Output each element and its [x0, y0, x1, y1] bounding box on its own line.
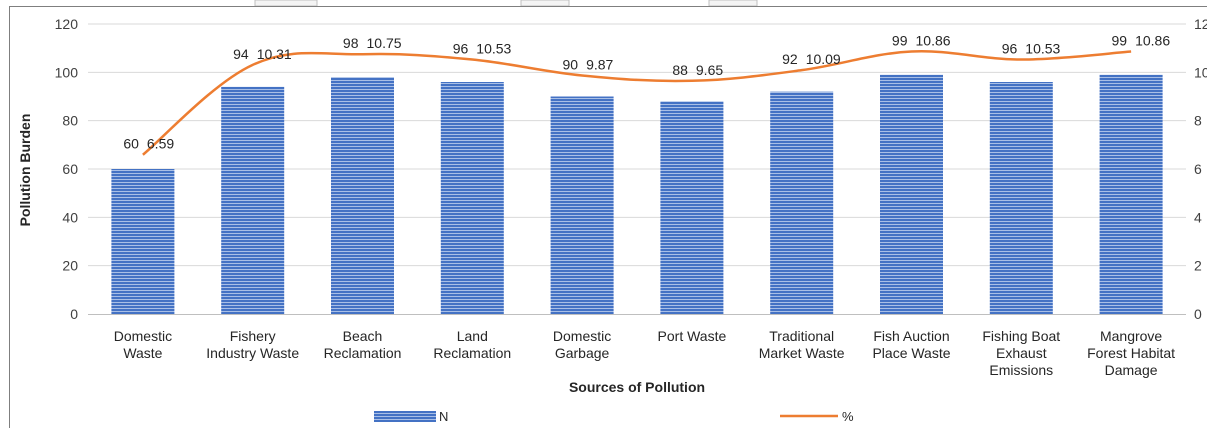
percent-value-label: 6.59 [147, 136, 174, 152]
bar [111, 169, 175, 314]
y-tick-label: 120 [55, 16, 79, 32]
category-label: Beach Reclamation [324, 328, 402, 361]
y2-tick-label: 10 [1194, 64, 1207, 80]
bar-value-label: 92 [782, 51, 798, 67]
bar-value-label: 88 [672, 62, 688, 78]
y2-axis-ticks: 0 2 4 6 8 10 12 [1194, 16, 1207, 322]
y-tick-label: 0 [70, 306, 78, 322]
y2-tick-label: 4 [1194, 209, 1202, 225]
y-tick-label: 40 [62, 209, 78, 225]
y-tick-label: 80 [62, 113, 78, 129]
category-label: Traditional Market Waste [759, 328, 845, 361]
bar-value-label: 98 [343, 35, 359, 51]
bar [440, 82, 504, 314]
percent-value-label: 9.87 [586, 56, 613, 72]
bar [331, 77, 394, 315]
percent-value-label: 10.09 [806, 51, 841, 67]
percent-line [142, 50, 1132, 156]
percent-value-label: 9.65 [696, 62, 723, 78]
y-tick-label: 60 [62, 161, 78, 177]
bar [221, 86, 285, 314]
y2-tick-label: 12 [1194, 16, 1207, 32]
y-axis-title: Pollution Burden [17, 114, 33, 227]
x-axis-title: Sources of Pollution [569, 379, 705, 395]
category-label: Fishing Boat Exhaust Emissions [982, 328, 1060, 378]
y2-tick-label: 8 [1194, 113, 1202, 129]
legend: N % [374, 409, 854, 424]
y2-tick-label: 0 [1194, 306, 1202, 322]
line-series-percent [142, 50, 1132, 156]
percent-value-label: 10.86 [1135, 33, 1170, 49]
legend-swatch-n [374, 411, 436, 422]
y-axis-ticks: 0 20 40 60 80 100 120 [55, 16, 79, 322]
bar [660, 101, 724, 314]
category-label: Mangrove Forest Habitat Damage [1087, 328, 1175, 378]
category-label: Land Reclamation [433, 328, 511, 361]
bar [880, 74, 943, 314]
bar [770, 91, 834, 315]
category-label: Domestic Waste [114, 328, 172, 361]
category-label: Domestic Garbage [553, 328, 611, 361]
y-tick-label: 20 [62, 258, 78, 274]
category-label: Fishery Industry Waste [206, 328, 299, 361]
category-label: Port Waste [658, 328, 727, 344]
bar-value-label: 99 [892, 33, 908, 49]
y2-tick-label: 6 [1194, 161, 1202, 177]
percent-value-label: 10.31 [257, 46, 292, 62]
legend-label-percent: % [842, 409, 854, 424]
bar-series-n [111, 74, 1163, 315]
bar [550, 96, 614, 314]
bar-value-label: 60 [123, 136, 139, 152]
bar-value-label: 94 [233, 46, 249, 62]
y-tick-label: 100 [55, 64, 79, 80]
bar-value-label: 99 [1112, 33, 1128, 49]
category-label: Fish Auction Place Waste [872, 328, 950, 361]
y2-tick-label: 2 [1194, 258, 1202, 274]
percent-value-label: 10.86 [916, 33, 951, 49]
bar-value-label: 96 [1002, 41, 1018, 57]
percent-value-label: 10.53 [1025, 41, 1060, 57]
bar-value-label: 90 [563, 56, 579, 72]
bar [1099, 74, 1163, 314]
data-labels: 60 6.59 94 10.31 98 10.75 96 10.53 90 9.87 88 9.65 9… [123, 33, 1170, 152]
category-labels: Domestic Waste Fishery Industry Waste Beach R… [114, 328, 1175, 378]
top-legend-fragment [254, 0, 758, 7]
legend-label-n: N [439, 409, 448, 424]
percent-value-label: 10.75 [367, 35, 402, 51]
bar-value-label: 96 [453, 41, 469, 57]
percent-value-label: 10.53 [476, 41, 511, 57]
bar [989, 82, 1053, 314]
